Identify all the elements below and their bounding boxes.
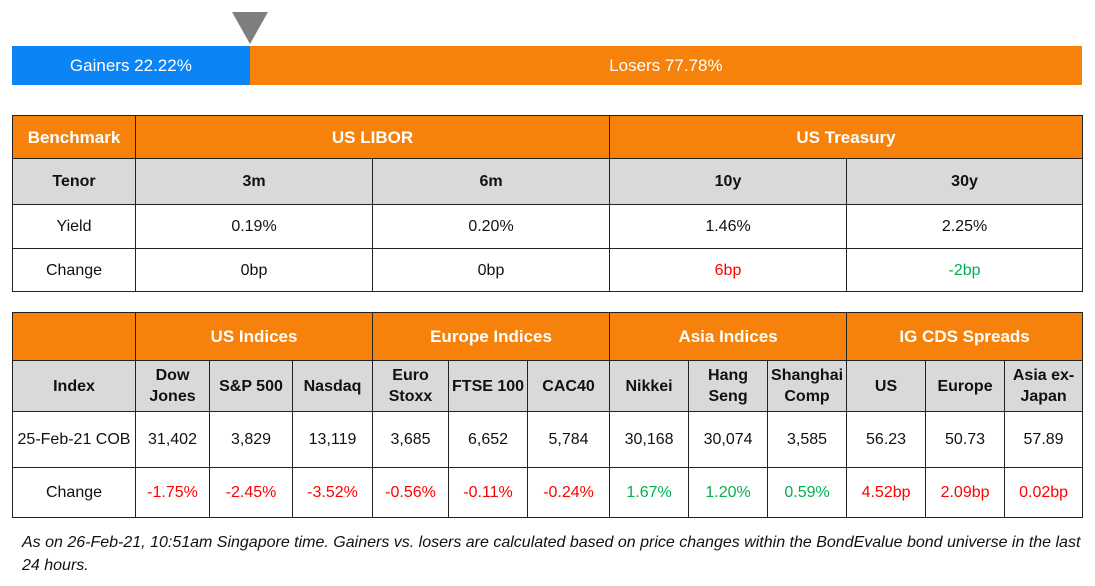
column-header-line: Europe — [937, 377, 993, 395]
column-header-line: CAC40 — [542, 377, 595, 395]
value-cell: 30,074 — [688, 411, 769, 468]
column-header-line: Shanghai — [771, 367, 844, 384]
change-cell: -2.45% — [209, 467, 293, 518]
tenor-row: Tenor 3m 6m 10y 30y — [12, 158, 1084, 205]
value-cell: 3,585 — [767, 411, 848, 468]
column-header-line: Seng — [708, 388, 748, 405]
indices-table: US Indices Europe Indices Asia Indices I… — [12, 312, 1084, 518]
change-cell: -3.52% — [291, 467, 374, 518]
indices-group-row: US Indices Europe Indices Asia Indices I… — [12, 312, 1084, 361]
benchmark-header: Benchmark — [12, 115, 136, 159]
us-libor-header: US LIBOR — [134, 115, 611, 159]
tenor-cell: 3m — [135, 158, 373, 205]
column-header-line: US — [874, 377, 898, 395]
column-header-line: Dow — [155, 367, 190, 384]
yield-row: Yield 0.19% 0.20% 1.46% 2.25% — [12, 204, 1084, 249]
change-cell: 1.20% — [688, 467, 769, 518]
indices-column-row: Index Dow Jones S&P 500 Nasdaq Euro Stoxx FTSE … — [12, 360, 1084, 412]
group-header: Europe Indices — [372, 312, 611, 361]
value-cell: 31,402 — [135, 411, 210, 468]
column-header: Asia ex- Japan — [1004, 360, 1084, 412]
value-cell: 6,652 — [448, 411, 529, 468]
column-header-line: Hang — [708, 367, 749, 384]
column-header: Index — [12, 360, 136, 412]
column-header-line: Japan — [1020, 388, 1067, 405]
column-header-line: Nasdaq — [303, 377, 362, 395]
change-cell: 2.09bp — [925, 467, 1006, 518]
yield-cell: 2.25% — [846, 204, 1084, 249]
column-header: Dow Jones — [135, 360, 210, 412]
value-cell: 57.89 — [1004, 411, 1084, 468]
column-header: Nikkei — [609, 360, 690, 412]
change-cell: 4.52bp — [846, 467, 927, 518]
yield-cell: 1.46% — [609, 204, 848, 249]
indices-change-row: Change -1.75% -2.45% -3.52% -0.56% -0.11% -0.2… — [12, 467, 1084, 518]
column-header-line: Jones — [149, 388, 196, 405]
us-treasury-header: US Treasury — [609, 115, 1084, 159]
losers-segment: Losers 77.78% — [249, 46, 1082, 85]
tenor-cell: 10y — [609, 158, 848, 205]
yield-cell: 0.20% — [371, 204, 611, 249]
column-header: Hang Seng — [688, 360, 769, 412]
yield-cell: Yield — [12, 204, 136, 249]
tenor-cell: 6m — [371, 158, 611, 205]
column-header-line: S&P 500 — [219, 377, 283, 395]
value-cell: 13,119 — [291, 411, 374, 468]
column-header-line: Comp — [784, 388, 830, 405]
indices-value-row: 25-Feb-21 COB 31,402 3,829 13,119 3,685 6,652… — [12, 411, 1084, 468]
group-header: IG CDS Spreads — [846, 312, 1084, 361]
change-cell: Change — [12, 467, 136, 518]
rates-table: Benchmark US LIBOR US Treasury Tenor 3m … — [12, 115, 1084, 292]
column-header: S&P 500 — [209, 360, 293, 412]
column-header: US — [846, 360, 927, 412]
column-header-line: Nikkei — [625, 377, 673, 395]
group-header: US Indices — [134, 312, 374, 361]
column-header: Nasdaq — [291, 360, 374, 412]
change-cell: -0.24% — [527, 467, 611, 518]
gainers-segment: Gainers 22.22% — [12, 46, 250, 85]
column-header-line: Stoxx — [388, 388, 433, 405]
column-header: Euro Stoxx — [372, 360, 450, 412]
yield-cell: 0.19% — [135, 204, 373, 249]
change-cell: 6bp — [609, 248, 848, 292]
value-cell: 3,685 — [372, 411, 450, 468]
group-header: Asia Indices — [609, 312, 848, 361]
column-header: FTSE 100 — [448, 360, 529, 412]
footnote: As on 26-Feb-21, 10:51am Singapore time.… — [22, 534, 1081, 574]
change-cell: -1.75% — [135, 467, 210, 518]
change-cell: -0.56% — [372, 467, 450, 518]
value-cell: 3,829 — [209, 411, 293, 468]
change-cell: -2bp — [846, 248, 1084, 292]
change-cell: Change — [12, 248, 136, 292]
change-cell: 1.67% — [609, 467, 690, 518]
tenor-cell: Tenor — [12, 158, 136, 205]
value-cell: 25-Feb-21 COB — [12, 411, 136, 468]
gainers-losers-bar: Gainers 22.22% Losers 77.78% — [12, 46, 1082, 85]
change-cell: 0.02bp — [1004, 467, 1084, 518]
column-header: Europe — [925, 360, 1006, 412]
change-cell: -0.11% — [448, 467, 529, 518]
column-header-line: Index — [53, 377, 95, 395]
change-cell: 0bp — [135, 248, 373, 292]
column-header: CAC40 — [527, 360, 611, 412]
change-cell: 0bp — [371, 248, 611, 292]
column-header-line: FTSE 100 — [452, 377, 525, 395]
rate-change-row: Change 0bp 0bp 6bp -2bp — [12, 248, 1084, 292]
change-cell: 0.59% — [767, 467, 848, 518]
value-cell: 5,784 — [527, 411, 611, 468]
rates-header-row: Benchmark US LIBOR US Treasury — [12, 115, 1084, 159]
column-header-line: Euro — [392, 367, 429, 384]
value-cell: 30,168 — [609, 411, 690, 468]
value-cell: 56.23 — [846, 411, 927, 468]
tenor-cell: 30y — [846, 158, 1084, 205]
column-header: Shanghai Comp — [767, 360, 848, 412]
gainers-marker-icon — [231, 12, 268, 44]
value-cell: 50.73 — [925, 411, 1006, 468]
empty-header — [12, 312, 136, 361]
column-header-line: Asia ex- — [1012, 367, 1075, 384]
